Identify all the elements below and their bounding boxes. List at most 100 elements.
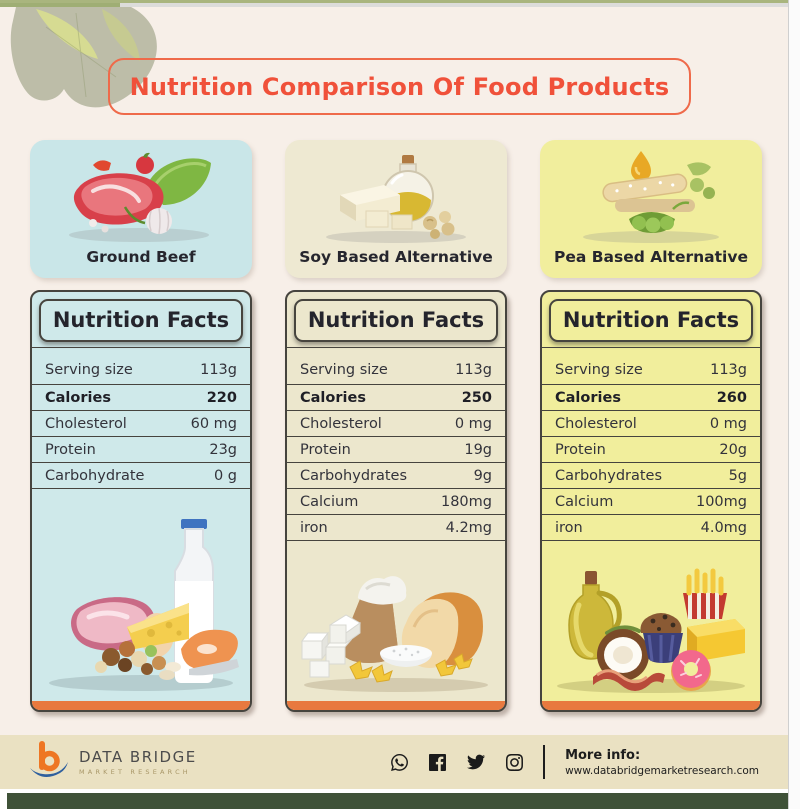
panel-accent-strip: [32, 701, 250, 710]
fat-foods-illustration: [549, 549, 753, 699]
bottom-green-bar: [7, 793, 793, 809]
nutrition-facts-header: Nutrition Facts: [39, 299, 243, 342]
nutrition-row: Calories 250: [287, 385, 505, 411]
nutrition-row: Calcium 100mg: [542, 489, 760, 515]
nutrition-row: Calories 220: [32, 385, 250, 411]
website-link[interactable]: www.databridgemarketresearch.com: [565, 764, 759, 777]
nutrition-row: Protein 20g: [542, 437, 760, 463]
nutrition-row: Carbohydrate 0 g: [32, 463, 250, 489]
nutrition-facts-header: Nutrition Facts: [294, 299, 498, 342]
facebook-icon[interactable]: [429, 753, 447, 771]
footer-divider: [543, 745, 546, 779]
nutrition-row: Serving size 113g: [32, 348, 250, 385]
nutrition-row-value: 19g: [464, 441, 492, 458]
twitter-icon[interactable]: [467, 753, 486, 771]
nutrition-row-label: Calories: [300, 389, 366, 406]
nutrition-row-value: 9g: [473, 467, 492, 484]
more-info-label: More info:: [565, 747, 641, 763]
right-edge-strip: [788, 0, 800, 809]
nutrition-row-label: iron: [300, 519, 328, 536]
ground-beef-image: [59, 146, 224, 246]
nutrition-row-value: 20g: [719, 441, 747, 458]
nutrition-row: iron 4.2mg: [287, 515, 505, 541]
nutrition-row-label: Cholesterol: [555, 415, 637, 432]
nutrition-facts-title: Nutrition Facts: [52, 308, 230, 332]
instagram-icon[interactable]: [506, 753, 524, 771]
nutrition-row-value: 23g: [209, 441, 237, 458]
infographic-canvas: Nutrition Comparison Of Food Products: [0, 7, 789, 735]
product-card-ground-beef: Ground Beef: [30, 140, 252, 278]
nutrition-row-value: 0 mg: [709, 415, 747, 432]
nutrition-row: Cholesterol 0 mg: [542, 411, 760, 437]
nutrition-row: Cholesterol 60 mg: [32, 411, 250, 437]
nutrition-row-value: 0 mg: [454, 415, 492, 432]
nutrition-row-value: 260: [716, 389, 747, 406]
nutrition-row: Carbohydrates 9g: [287, 463, 505, 489]
nutrition-facts-title: Nutrition Facts: [562, 308, 740, 332]
brand-text: DATA BRIDGE MARKET RESEARCH: [79, 748, 197, 776]
nutrition-panel-ground-beef: Nutrition Facts Serving size 113g Calories…: [30, 290, 252, 712]
nutrition-row: Protein 23g: [32, 437, 250, 463]
nutrition-row-label: Serving size: [45, 362, 133, 378]
nutrition-row-label: Calories: [555, 389, 621, 406]
nutrition-facts-table: Serving size 113g Calories 250 Cholesterol 0 …: [287, 347, 505, 541]
nutrition-facts-title: Nutrition Facts: [307, 308, 485, 332]
nutrition-row-label: Calories: [45, 389, 111, 406]
pea-alternative-image: [569, 146, 734, 246]
nutrition-row-label: Carbohydrates: [555, 467, 663, 484]
nutrition-panel-soy-alternative: Nutrition Facts Serving size 113g Calories…: [285, 290, 507, 712]
nutrition-row: Calcium 180mg: [287, 489, 505, 515]
protein-foods-illustration: [39, 497, 243, 699]
nutrition-row-label: Cholesterol: [45, 415, 127, 432]
nutrition-row-value: 100mg: [695, 493, 747, 510]
nutrition-row-label: Protein: [300, 441, 351, 458]
top-edge-strip-green: [0, 3, 120, 7]
nutrition-row-label: Protein: [45, 441, 96, 458]
brand-logo-block: DATA BRIDGE MARKET RESEARCH: [28, 740, 197, 784]
panel-accent-strip: [287, 701, 505, 710]
data-bridge-logo-icon: [30, 741, 68, 777]
social-icons: [391, 753, 524, 771]
nutrition-row-label: Calcium: [555, 493, 614, 510]
nutrition-row-value: 4.0mg: [700, 519, 747, 536]
nutrition-row-value: 5g: [728, 467, 747, 484]
nutrition-row: Carbohydrates 5g: [542, 463, 760, 489]
page-title: Nutrition Comparison Of Food Products: [129, 72, 670, 101]
nutrition-row-label: Carbohydrates: [300, 467, 408, 484]
nutrition-row-value: 113g: [455, 362, 492, 378]
leaf-decoration: [10, 7, 157, 108]
product-card-soy-alternative: Soy Based Alternative: [285, 140, 507, 278]
footer-contact-block: More info: www.databridgemarketresearch.…: [391, 745, 759, 779]
more-info-block: More info: www.databridgemarketresearch.…: [565, 748, 759, 777]
nutrition-row: Serving size 113g: [287, 348, 505, 385]
top-edge-strip: [0, 0, 800, 3]
nutrition-facts-table: Serving size 113g Calories 220 Cholesterol 60…: [32, 347, 250, 489]
nutrition-row: Calories 260: [542, 385, 760, 411]
nutrition-row-label: Serving size: [300, 362, 388, 378]
nutrition-row-value: 250: [461, 389, 492, 406]
nutrition-row-value: 4.2mg: [445, 519, 492, 536]
product-name: Pea Based Alternative: [554, 248, 748, 266]
soy-alternative-image: [314, 146, 479, 246]
nutrition-row: iron 4.0mg: [542, 515, 760, 541]
top-edge-strip-gray: [120, 3, 800, 7]
nutrition-row-value: 180mg: [440, 493, 492, 510]
carb-foods-illustration: [294, 549, 498, 699]
product-card-pea-alternative: Pea Based Alternative: [540, 140, 762, 278]
nutrition-row-label: iron: [555, 519, 583, 536]
nutrition-row-label: Cholesterol: [300, 415, 382, 432]
brand-tagline: MARKET RESEARCH: [79, 768, 191, 776]
nutrition-row-label: Carbohydrate: [45, 467, 145, 484]
nutrition-row-value: 113g: [710, 362, 747, 378]
nutrition-row: Serving size 113g: [542, 348, 760, 385]
nutrition-row-label: Calcium: [300, 493, 359, 510]
nutrition-row: Cholesterol 0 mg: [287, 411, 505, 437]
nutrition-facts-header: Nutrition Facts: [549, 299, 753, 342]
nutrition-row-value: 220: [206, 389, 237, 406]
nutrition-row-label: Protein: [555, 441, 606, 458]
nutrition-row-value: 60 mg: [190, 415, 237, 432]
whatsapp-icon[interactable]: [391, 753, 409, 771]
product-name: Ground Beef: [86, 248, 196, 266]
footer: DATA BRIDGE MARKET RESEARCH More info: w…: [0, 735, 789, 789]
